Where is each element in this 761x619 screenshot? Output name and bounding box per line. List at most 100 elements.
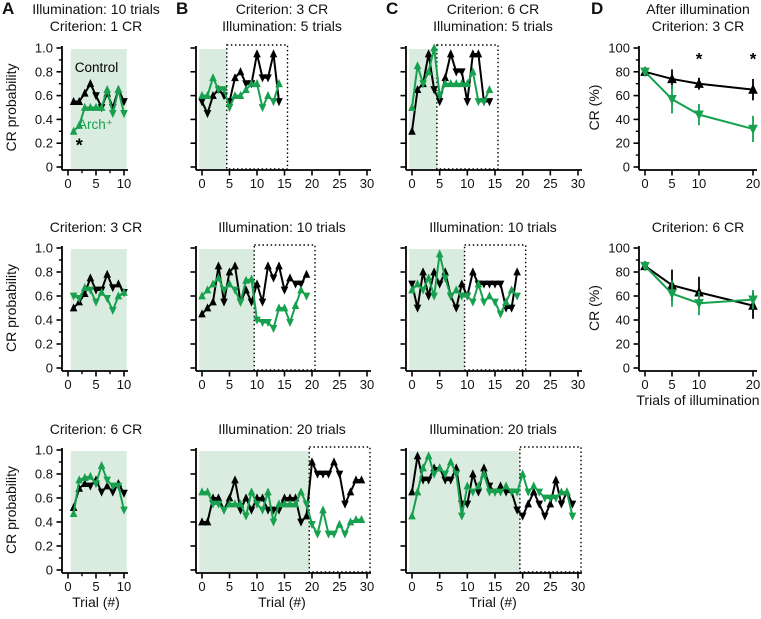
marker <box>291 280 300 289</box>
marker <box>220 286 228 295</box>
series-arch <box>408 43 494 111</box>
marker <box>86 471 95 480</box>
marker <box>302 292 311 301</box>
marker <box>441 476 449 485</box>
axes: 0 5 10 15 20 25 30 <box>190 46 374 191</box>
marker <box>341 530 349 539</box>
axes: 0 5 10 20 0 20 40 60 80 100 <box>608 41 760 192</box>
marker <box>502 488 510 497</box>
marker <box>480 469 488 478</box>
y-tick-label: 100 <box>608 241 630 256</box>
axes: 0 5 10 0 0.2 0.4 0.6 0.8 1.0 <box>35 41 131 192</box>
marker <box>408 126 416 135</box>
y-tick-label: 0.4 <box>35 112 53 127</box>
significance-star: * <box>696 50 703 69</box>
marker <box>253 49 261 58</box>
marker <box>220 86 228 95</box>
marker <box>435 92 444 101</box>
chart-title: Illumination: 10 trials <box>218 219 346 235</box>
y-tick-label: 0.4 <box>35 313 53 328</box>
axes: 0 5 10 15 20 25 30 <box>400 46 585 191</box>
marker <box>198 98 206 107</box>
analysis-window-box <box>519 446 582 573</box>
marker <box>640 261 650 272</box>
y-tick-label: 80 <box>616 64 630 79</box>
illumination-shade <box>70 249 127 370</box>
marker <box>352 475 360 484</box>
x-tick-label: 20 <box>515 176 529 191</box>
marker <box>424 67 433 76</box>
chart-title: After illumination <box>646 1 750 17</box>
marker <box>341 500 349 509</box>
marker <box>247 487 256 496</box>
marker <box>346 487 355 496</box>
y-tick-label: 0.2 <box>35 136 53 151</box>
x-tick-label: 0 <box>64 176 71 191</box>
marker <box>507 304 516 313</box>
x-tick-label: 20 <box>746 377 760 392</box>
marker <box>286 318 294 328</box>
marker <box>69 508 78 518</box>
marker <box>220 298 228 307</box>
x-tick-label: 30 <box>571 377 585 392</box>
marker <box>203 285 212 294</box>
marker <box>286 273 294 282</box>
marker <box>469 267 477 276</box>
marker <box>81 88 89 97</box>
marker <box>231 499 239 508</box>
marker <box>535 488 544 497</box>
marker <box>247 506 256 515</box>
series-arch <box>408 249 521 319</box>
marker <box>413 304 422 313</box>
marker <box>203 90 212 100</box>
x-tick-label: 5 <box>436 176 443 191</box>
chart-A2: 0 5 10 0 0.2 0.4 0.6 0.8 1.0 CR probability Criter… <box>3 219 142 392</box>
marker <box>408 511 416 520</box>
chart-title: Criterion: 6 CR <box>50 421 143 437</box>
marker <box>463 98 472 107</box>
marker <box>258 506 267 515</box>
marker <box>198 309 206 318</box>
marker <box>552 475 560 484</box>
marker <box>214 261 223 270</box>
marker <box>430 470 438 479</box>
marker <box>242 512 250 521</box>
marker <box>419 80 427 89</box>
marker <box>330 457 338 466</box>
x-tick-label: 20 <box>515 377 529 392</box>
marker <box>269 98 278 107</box>
marker <box>92 480 100 489</box>
x-tick-label: 20 <box>305 377 319 392</box>
marker <box>485 98 494 107</box>
marker <box>441 73 449 82</box>
marker <box>446 292 455 301</box>
analysis-window-box <box>463 244 527 371</box>
marker <box>413 487 422 496</box>
y-tick-label: 0.6 <box>35 88 53 103</box>
marker <box>496 280 505 289</box>
series-arch <box>69 460 128 518</box>
marker <box>81 472 89 482</box>
series-line <box>644 265 754 305</box>
x-tick-label: 25 <box>543 377 557 392</box>
marker <box>69 96 78 105</box>
marker <box>441 79 449 88</box>
marker <box>198 291 206 300</box>
marker <box>463 292 472 301</box>
marker <box>452 285 461 294</box>
marker <box>435 280 444 289</box>
marker <box>253 316 261 325</box>
x-tick-label: 10 <box>460 377 474 392</box>
series-arch <box>69 85 128 135</box>
marker <box>408 487 416 496</box>
marker <box>280 286 289 295</box>
x-tick-label: 15 <box>277 377 291 392</box>
x-tick-label: 30 <box>360 377 374 392</box>
y-tick-label: 0 <box>623 160 630 175</box>
marker <box>203 110 212 119</box>
marker <box>275 98 283 107</box>
marker <box>430 86 438 95</box>
marker <box>469 488 477 497</box>
axes: 0 5 10 20 0 20 40 60 80 100 <box>608 241 760 393</box>
x-tick-label: 15 <box>277 579 291 594</box>
